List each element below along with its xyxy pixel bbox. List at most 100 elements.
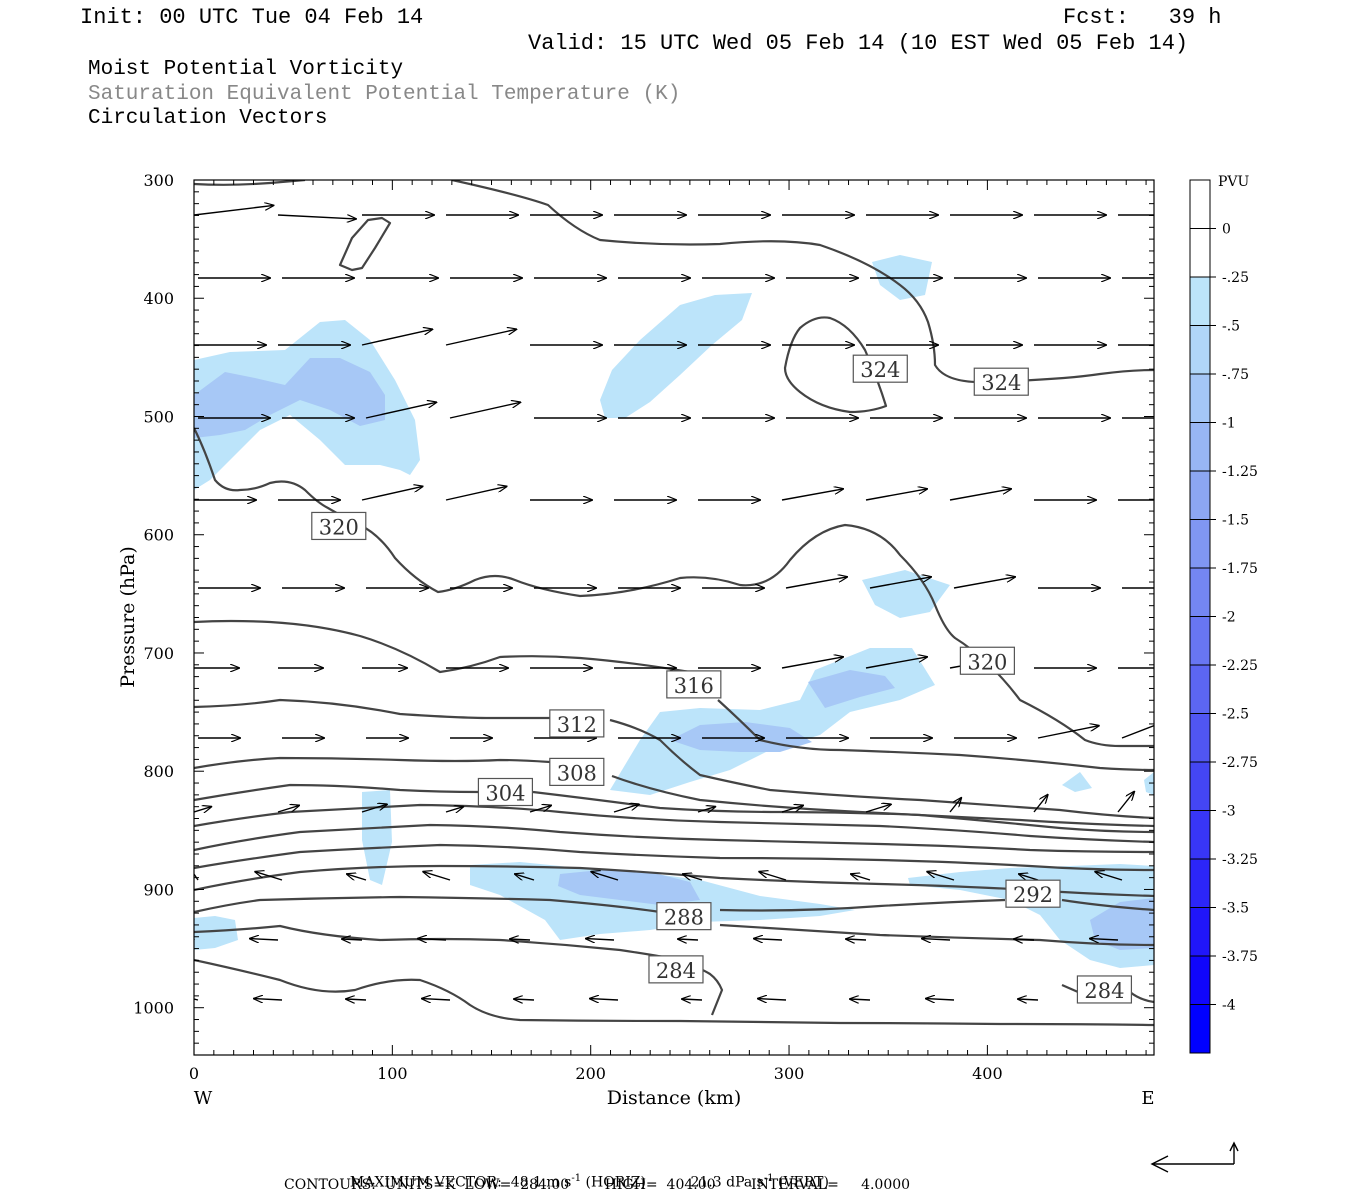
circulation-vector <box>1117 792 1134 813</box>
circulation-vector <box>1018 999 1039 1000</box>
colorbar-label: -3.25 <box>1222 852 1258 868</box>
x-right-label: E <box>1141 1088 1154 1109</box>
contour-label: 308 <box>549 757 605 786</box>
contour-label: 320 <box>311 511 367 541</box>
circulation-vector <box>926 999 955 1000</box>
circulation-vector <box>510 939 531 940</box>
pv-region <box>1062 772 1092 792</box>
circulation-vector <box>514 999 535 1000</box>
contour-label: 316 <box>666 670 722 699</box>
contour-label: 284 <box>648 955 704 984</box>
contour-line <box>532 790 1154 834</box>
contour-line <box>194 823 1154 854</box>
x-tick-label: 200 <box>575 1064 606 1083</box>
circulation-vectors <box>194 205 1154 1000</box>
horiz-tag: (HORIZ) <box>585 1174 646 1191</box>
circulation-vector <box>759 872 787 881</box>
circulation-vector <box>922 939 951 940</box>
colorbar-label: -1 <box>1222 416 1236 432</box>
pv-region <box>610 648 935 795</box>
horiz-exp: -1 <box>571 1173 582 1184</box>
contour-label-text: 304 <box>485 782 525 806</box>
colorbar: 0 -.25 -.5 -.75 -1 -1.25 -1.5 -1.75 -2 -2.25 -2.5 -… <box>1189 179 1258 1054</box>
colorbar-label: -.75 <box>1222 367 1249 383</box>
circulation-vector <box>785 577 847 589</box>
x-left-label: W <box>194 1088 213 1109</box>
colorbar-swatch <box>1190 907 1210 956</box>
contour-label-text: 312 <box>557 713 597 737</box>
colorbar-swatch <box>1190 519 1210 568</box>
circulation-vector <box>1090 939 1119 940</box>
colorbar-swatch <box>1190 665 1210 714</box>
contour-label-text: 324 <box>860 358 900 382</box>
circulation-vector <box>277 805 299 813</box>
circulation-vector <box>591 872 619 881</box>
y-tick-label: 500 <box>143 407 174 426</box>
circulation-vector <box>865 489 927 501</box>
theta-e-contours <box>194 180 1154 1027</box>
circulation-vector <box>445 486 507 501</box>
contour-line <box>719 923 1154 947</box>
circulation-vector <box>365 402 436 419</box>
contour-line <box>194 698 550 720</box>
circulation-vector <box>1033 795 1048 813</box>
contour-labels: 324 324 320 320 316 312 308 304 292 288 284 284 <box>311 354 1133 1004</box>
circulation-vector <box>194 873 199 881</box>
colorbar-swatch <box>1190 713 1210 762</box>
y-tick-label: 300 <box>143 171 174 190</box>
pv-region <box>600 293 752 418</box>
circulation-vector <box>1019 874 1039 881</box>
colorbar-swatch <box>1190 956 1210 1005</box>
circulation-vector <box>850 999 871 1000</box>
y-tick-label: 600 <box>143 526 174 545</box>
colorbar-label: -.25 <box>1222 270 1249 286</box>
circulation-vector <box>445 329 516 346</box>
colorbar-swatch <box>1190 616 1210 665</box>
x-axis-label: Distance (km) <box>607 1087 742 1109</box>
circulation-vector <box>697 807 715 812</box>
contour-label-text: 292 <box>1013 883 1053 907</box>
circulation-vector <box>851 874 871 881</box>
contour-label: 284 <box>1076 975 1133 1004</box>
colorbar-label: -2.75 <box>1222 755 1258 771</box>
pv-region <box>362 790 392 885</box>
circulation-vector <box>949 798 961 813</box>
y-axis-label: Pressure (hPa) <box>117 546 139 688</box>
circulation-vector <box>1121 725 1154 739</box>
contour-label: 304 <box>477 777 534 807</box>
circulation-vector <box>445 807 463 812</box>
y-tick-label: 700 <box>143 644 174 663</box>
circulation-vector <box>418 939 447 940</box>
circulation-vector <box>422 999 451 1000</box>
circulation-vector <box>361 804 387 813</box>
colorbar-swatch <box>1190 1004 1210 1053</box>
vert-exp: -1 <box>763 1173 774 1184</box>
max-vector-line: MAXIMUM VECTOR: 48.1 m s-1 (HORIZ) 21.3 … <box>341 1157 829 1191</box>
contour-label-text: 308 <box>557 761 597 785</box>
contour-line <box>338 216 392 272</box>
contour-label: 320 <box>959 646 1015 675</box>
circulation-vector <box>953 577 1015 589</box>
colorbar-label: -4 <box>1222 998 1236 1014</box>
colorbar-swatch <box>1190 422 1210 471</box>
valid-time: Valid: 15 UTC Wed 05 Feb 14 (10 EST Wed … <box>528 31 1189 56</box>
circulation-vector <box>194 998 199 1001</box>
colorbar-label: -3.5 <box>1222 901 1249 917</box>
colorbar-label: -1.25 <box>1222 464 1258 480</box>
circulation-vector <box>865 657 927 669</box>
colorbar-label: -2 <box>1222 610 1236 626</box>
contour-line <box>194 427 1154 748</box>
pv-region <box>194 916 238 950</box>
circulation-vector <box>869 577 931 589</box>
colorbar-label: -.5 <box>1222 319 1240 335</box>
pv-region <box>808 670 895 708</box>
circulation-vector <box>342 939 363 940</box>
contour-label-text: 284 <box>1084 979 1124 1003</box>
reference-vector-icon <box>1150 1141 1239 1173</box>
circulation-vector <box>846 939 867 940</box>
circulation-vector <box>361 329 432 346</box>
circulation-vector <box>449 402 520 419</box>
circulation-vector <box>254 999 283 1000</box>
contour-line <box>194 924 724 1016</box>
circulation-vector <box>346 999 367 1000</box>
